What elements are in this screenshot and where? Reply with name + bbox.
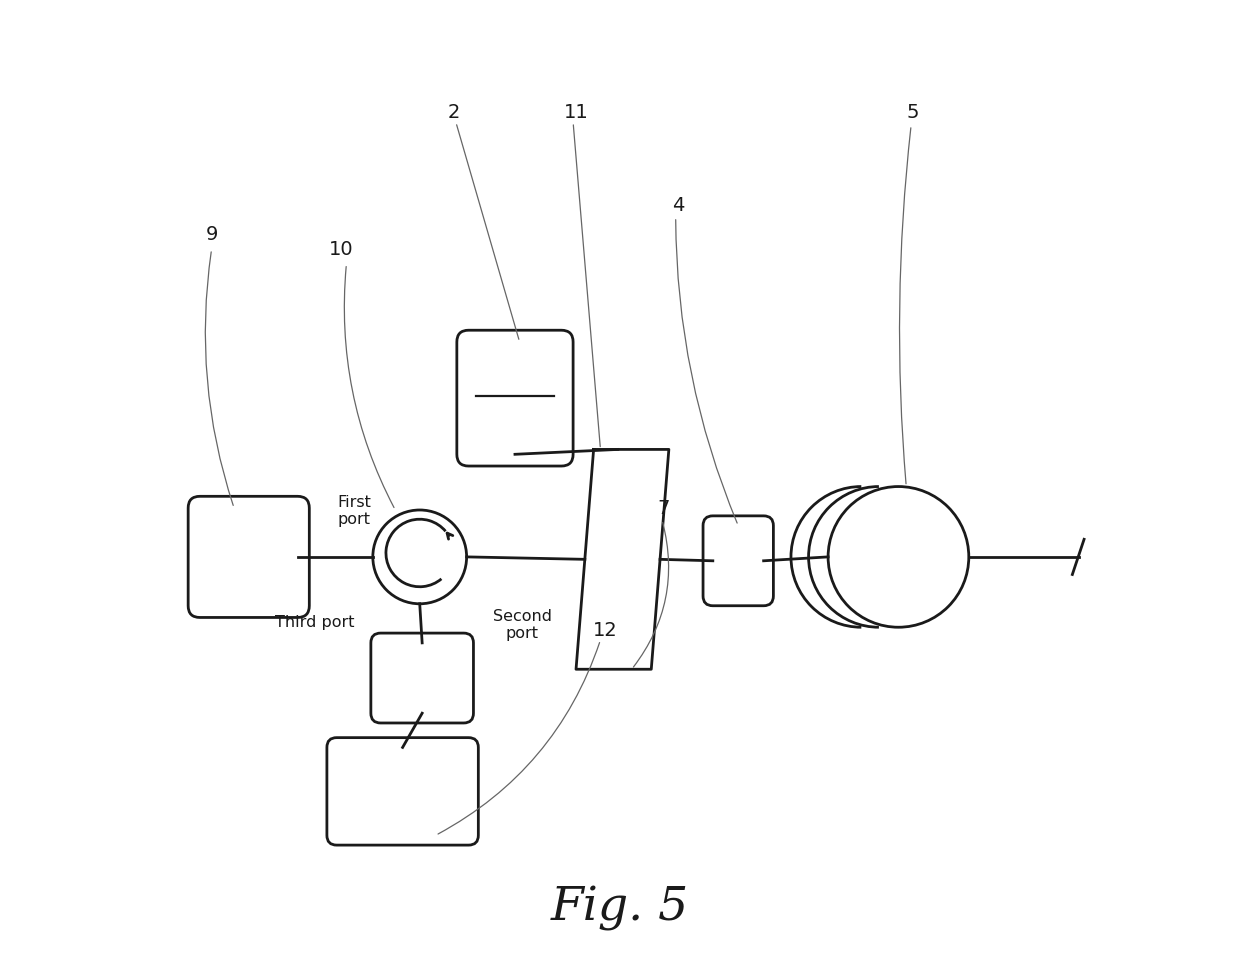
Text: 10: 10 <box>330 239 353 259</box>
Text: 11: 11 <box>564 103 589 122</box>
Text: 9: 9 <box>206 225 218 244</box>
FancyBboxPatch shape <box>371 633 474 723</box>
Text: First
port: First port <box>337 494 371 528</box>
Text: Third port: Third port <box>275 615 355 630</box>
FancyBboxPatch shape <box>188 496 309 617</box>
Text: 12: 12 <box>593 620 618 640</box>
Text: 4: 4 <box>672 195 684 215</box>
Text: 7: 7 <box>657 498 670 518</box>
FancyBboxPatch shape <box>703 516 774 606</box>
Text: Second
port: Second port <box>492 609 552 642</box>
FancyBboxPatch shape <box>456 330 573 466</box>
FancyBboxPatch shape <box>327 738 479 845</box>
Text: Fig. 5: Fig. 5 <box>551 886 689 931</box>
Text: 2: 2 <box>448 103 460 122</box>
Text: 5: 5 <box>906 103 919 122</box>
